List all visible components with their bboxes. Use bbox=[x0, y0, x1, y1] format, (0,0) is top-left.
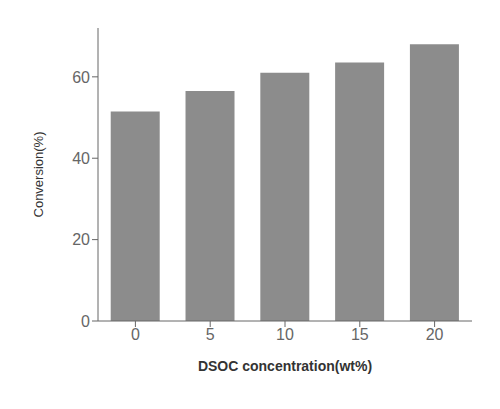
svg-text:20: 20 bbox=[72, 231, 90, 248]
svg-text:0: 0 bbox=[131, 326, 140, 343]
svg-text:20: 20 bbox=[426, 326, 444, 343]
svg-text:Conversion(%): Conversion(%) bbox=[31, 132, 46, 218]
svg-text:60: 60 bbox=[72, 69, 90, 86]
svg-text:10: 10 bbox=[276, 326, 294, 343]
svg-text:DSOC concentration(wt%): DSOC concentration(wt%) bbox=[198, 358, 372, 374]
svg-text:40: 40 bbox=[72, 150, 90, 167]
svg-text:0: 0 bbox=[81, 313, 90, 330]
svg-text:15: 15 bbox=[351, 326, 369, 343]
svg-text:5: 5 bbox=[206, 326, 215, 343]
